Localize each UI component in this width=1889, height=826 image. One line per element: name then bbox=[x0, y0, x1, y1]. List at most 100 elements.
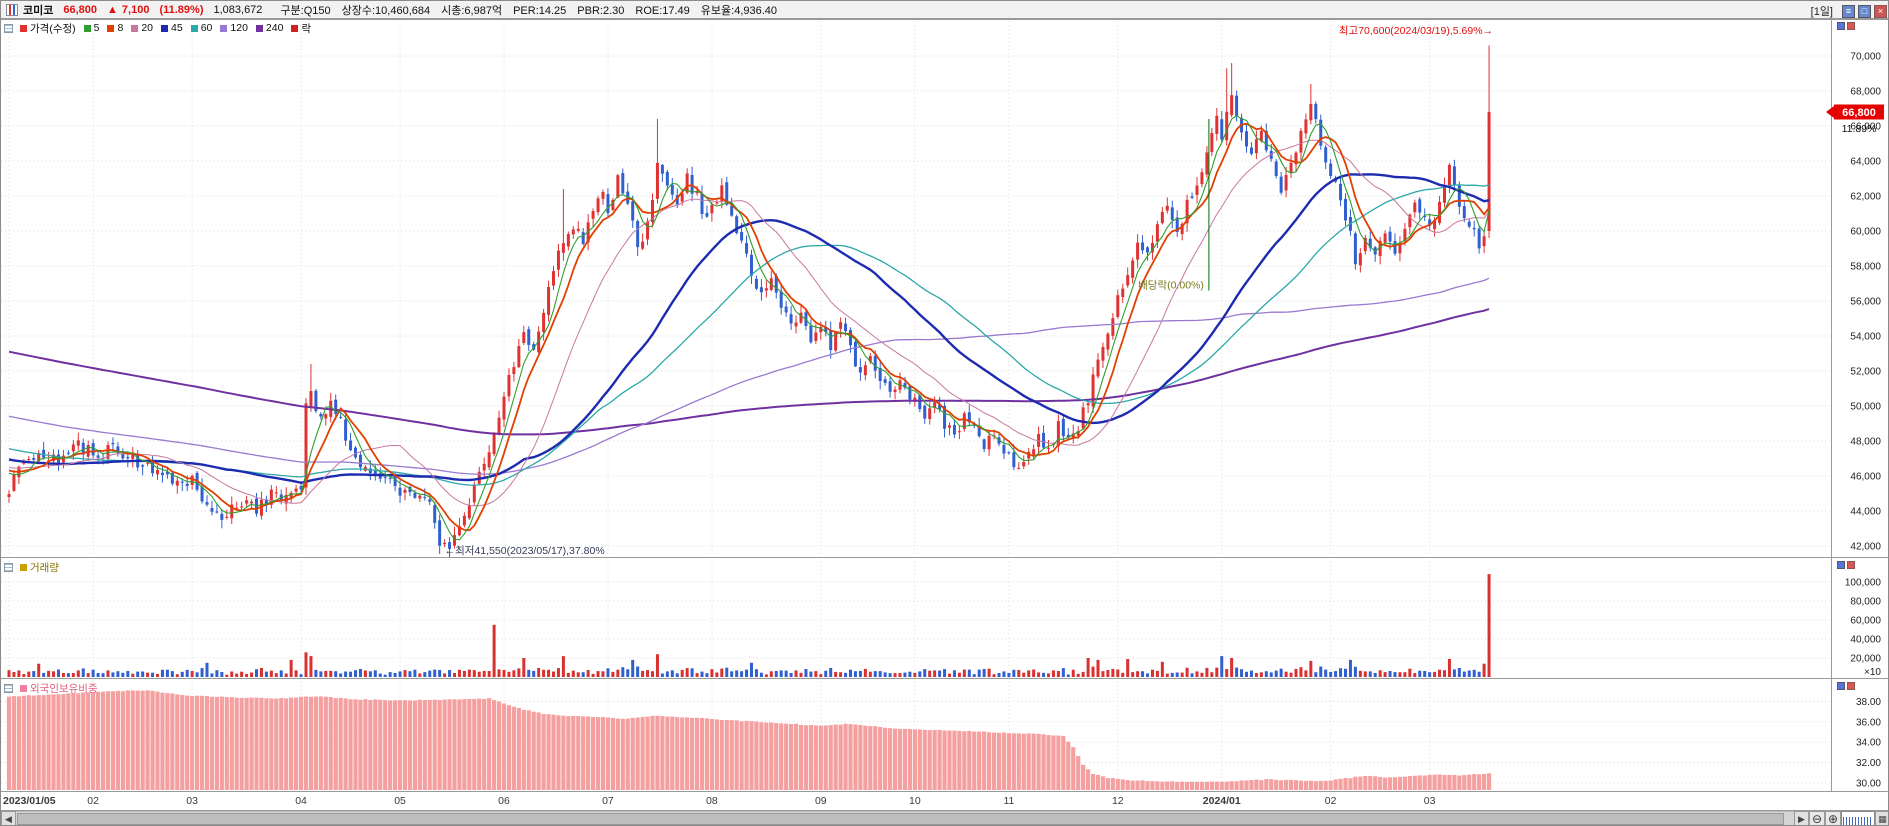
current-price: 66,800 bbox=[63, 3, 98, 16]
volume-panel-legend: 거래량 bbox=[4, 561, 59, 574]
panel-maximize-icon[interactable] bbox=[1837, 561, 1845, 569]
legend-item-240: 240 bbox=[255, 21, 283, 36]
volume-tick-label: 60,000 bbox=[1850, 616, 1881, 627]
price-tick-label: 46,000 bbox=[1850, 472, 1881, 483]
zoom-out-button[interactable]: ⊖ bbox=[1809, 811, 1825, 825]
panel-maximize-icon[interactable] bbox=[1837, 682, 1845, 690]
title-bar: 코미코 66,800 ▲ 7,100 (11.89%) 1,083,672 구분… bbox=[1, 1, 1888, 19]
legend-color-swatch bbox=[255, 24, 263, 32]
volume-tick-label: 40,000 bbox=[1850, 635, 1881, 646]
x-axis-label: 04 bbox=[295, 795, 307, 807]
price-tick-label: 42,000 bbox=[1850, 542, 1881, 553]
ma-45-line bbox=[8, 173, 1490, 485]
legend-color-swatch bbox=[83, 24, 91, 32]
foreign-panel-buttons bbox=[1837, 682, 1855, 690]
volume-panel-buttons bbox=[1837, 561, 1855, 569]
price-pointer-icon bbox=[1826, 106, 1834, 118]
x-axis-label: 08 bbox=[706, 795, 718, 807]
foreign-tick-label: 32.00 bbox=[1856, 758, 1881, 769]
panel-maximize-icon[interactable] bbox=[1837, 22, 1845, 30]
legend-color-swatch bbox=[291, 24, 299, 32]
scroll-left-button[interactable]: ◀ bbox=[1, 811, 16, 825]
price-tick-label: 70,000 bbox=[1850, 52, 1881, 63]
legend-item-45: 45 bbox=[161, 21, 183, 36]
ex-dividend-annotation: 배당락(0.00%) bbox=[1138, 280, 1204, 292]
volume-layer bbox=[7, 574, 1491, 678]
zoom-in-button[interactable]: ⊕ bbox=[1825, 811, 1841, 825]
x-axis-label: 11 bbox=[1003, 795, 1014, 807]
ma-8-line bbox=[8, 122, 1490, 532]
panel-close-icon[interactable] bbox=[1847, 22, 1855, 30]
chart-minimap[interactable] bbox=[1841, 811, 1875, 825]
panel-frame bbox=[1, 19, 1888, 792]
main-panel-buttons bbox=[1837, 22, 1855, 30]
x-axis-label: 10 bbox=[909, 795, 921, 807]
scroll-thumb[interactable] bbox=[17, 813, 1785, 825]
price-tick-label: 50,000 bbox=[1850, 402, 1881, 413]
stat-item: PER:14.25 bbox=[513, 4, 567, 17]
panel-settings-icon[interactable] bbox=[4, 562, 13, 572]
price-tick-label: 62,000 bbox=[1850, 192, 1881, 203]
legend-item-60: 60 bbox=[190, 21, 212, 36]
price-tick-label: 66,000 bbox=[1850, 122, 1881, 133]
ma-240-line bbox=[8, 308, 1490, 436]
price-tick-label: 52,000 bbox=[1850, 367, 1881, 378]
x-axis-label: 02 bbox=[1325, 795, 1337, 807]
price-change-percent: (11.89%) bbox=[159, 3, 204, 16]
x-axis-label: 02 bbox=[87, 795, 99, 807]
panel-close-icon[interactable] bbox=[1847, 561, 1855, 569]
volume-tick-label: 20,000 bbox=[1850, 654, 1881, 665]
legend-item-120: 120 bbox=[220, 21, 248, 36]
legend-color-swatch bbox=[161, 24, 169, 32]
legend-color-swatch bbox=[131, 24, 139, 32]
foreign-panel-legend: 외국인보유비중 bbox=[4, 682, 98, 695]
ma-20-line bbox=[8, 139, 1490, 507]
x-axis-label: 12 bbox=[1112, 795, 1124, 807]
foreign-tick-label: 30.00 bbox=[1856, 779, 1881, 790]
panel-settings-icon[interactable] bbox=[4, 683, 13, 693]
x-axis-label: 2023/01/05 bbox=[3, 795, 56, 807]
lowest-price-annotation: ←최저41,550(2023/05/17),37.80% bbox=[445, 545, 605, 557]
up-arrow-icon: ▲ bbox=[107, 3, 118, 16]
scroll-right-button[interactable]: ▶ bbox=[1794, 811, 1809, 825]
restore-button[interactable]: □ bbox=[1858, 4, 1871, 18]
volume-tick-label: 100,000 bbox=[1845, 578, 1882, 589]
x-axis-label: 05 bbox=[394, 795, 406, 807]
annotations: 최고70,600(2024/03/19),5.69%→ ←최저41,550(202… bbox=[445, 25, 1884, 557]
price-tick-label: 44,000 bbox=[1850, 507, 1881, 518]
foreign-legend-swatch bbox=[20, 684, 27, 692]
volume-legend-swatch bbox=[20, 563, 27, 571]
scrollbar-corner-button[interactable]: ▦ bbox=[1875, 811, 1888, 825]
stock-stats: 구분:Q150 상장수:10,460,684 시총:6,987억 PER:14.25 P… bbox=[280, 2, 788, 18]
price-tick-label: 56,000 bbox=[1850, 297, 1881, 308]
price-tick-label: 64,000 bbox=[1850, 157, 1881, 168]
panel-settings-icon[interactable] bbox=[4, 23, 13, 33]
x-axis-label: 09 bbox=[815, 795, 827, 807]
stat-item: PBR:2.30 bbox=[577, 4, 625, 17]
stat-item: 시총:6,987억 bbox=[441, 4, 503, 17]
stat-item: 상장수:10,460,684 bbox=[341, 4, 431, 17]
legend-color-swatch bbox=[20, 24, 27, 32]
period-label[interactable]: [1일] bbox=[1810, 6, 1833, 18]
ma-5-line bbox=[8, 114, 1490, 541]
close-button[interactable]: × bbox=[1874, 4, 1887, 18]
x-axis-label: 07 bbox=[602, 795, 614, 807]
volume-panel-label: 거래량 bbox=[30, 561, 59, 574]
moving-average-layer bbox=[8, 114, 1490, 541]
price-tick-label: 48,000 bbox=[1850, 437, 1881, 448]
price-change: 7,100 bbox=[121, 3, 150, 16]
x-axis-label: 03 bbox=[186, 795, 198, 807]
ma-60-line bbox=[8, 184, 1490, 486]
foreign-panel-label: 외국인보유비중 bbox=[30, 682, 98, 695]
x-axis-label: 2024/01 bbox=[1203, 795, 1241, 807]
foreign-tick-label: 36.00 bbox=[1856, 717, 1881, 728]
legend-item-8: 8 bbox=[107, 21, 123, 36]
scroll-track[interactable] bbox=[16, 811, 1794, 825]
horizontal-scrollbar[interactable]: ◀ ▶ ⊖ ⊕ ▦ bbox=[1, 810, 1888, 825]
current-price-badge-value: 66,800 bbox=[1842, 107, 1876, 119]
legend-item-가격(수정): 가격(수정) bbox=[20, 21, 76, 36]
menu-button[interactable]: ≡ bbox=[1842, 4, 1855, 18]
current-change-percent: 11.89% bbox=[1842, 123, 1877, 135]
panel-close-icon[interactable] bbox=[1847, 682, 1855, 690]
